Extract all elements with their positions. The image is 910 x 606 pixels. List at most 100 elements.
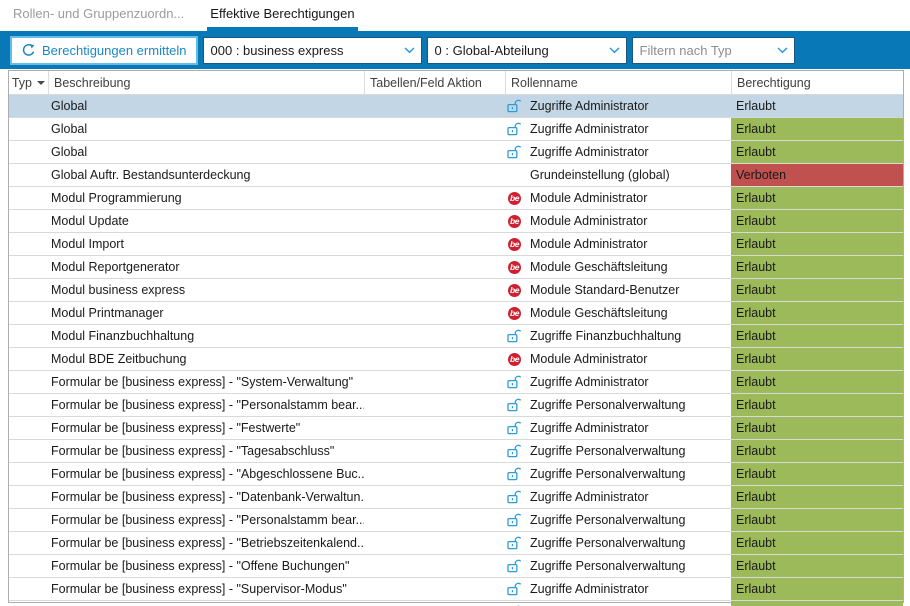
role-icon-slot: be	[507, 352, 522, 367]
table-row[interactable]: Modul Reportgenerator be Module Geschäft…	[9, 255, 903, 278]
role-icon-slot: be	[507, 191, 522, 206]
table-row[interactable]: Modul Programmierung be Module Administr…	[9, 186, 903, 209]
rollenname-text: Zugriffe Personalverwaltung	[530, 467, 686, 481]
determine-permissions-label: Berechtigungen ermitteln	[42, 42, 187, 58]
cell-tabellen-feld-aktion	[364, 187, 505, 209]
table-row[interactable]: Formular be [business express] - "Betrie…	[9, 531, 903, 554]
cell-rollenname: be Zugriffe Administrator	[505, 118, 731, 140]
table-row[interactable]: Formular be [business express] - "Offene…	[9, 554, 903, 577]
cell-rollenname: be Zugriffe Personalverwaltung	[505, 440, 731, 462]
filter-by-type-dropdown[interactable]: Filtern nach Typ	[631, 36, 795, 64]
cell-tabellen-feld-aktion	[364, 463, 505, 485]
cell-beschreibung: Modul Import	[51, 237, 124, 251]
cell-beschreibung: Global	[48, 95, 364, 117]
cell-rollenname: be Zugriffe Administrator	[505, 486, 731, 508]
cell-berechtigung: Erlaubt	[731, 95, 903, 117]
column-header-rollenname[interactable]: Rollenname	[505, 71, 731, 94]
role-icon-slot: be	[507, 582, 522, 597]
be-logo-icon: be	[508, 237, 521, 251]
rollenname-text: Zugriffe Personalverwaltung	[530, 444, 686, 458]
rollenname-text: Zugriffe Finanzbuchhaltung	[530, 329, 682, 343]
table-row[interactable]: Formular be [business express] - "Datenb…	[9, 485, 903, 508]
tab-effektive-berechtigungen[interactable]: Effektive Berechtigungen	[207, 0, 358, 31]
table-row[interactable]: Formular be [business express] - "Superv…	[9, 577, 903, 600]
table-row[interactable]: Formular be [business express] - "Person…	[9, 508, 903, 531]
open-lock-icon	[507, 329, 522, 343]
tab-rollen-gruppenzuordnung[interactable]: Rollen- und Gruppenzuordn...	[13, 6, 185, 21]
open-lock-icon	[507, 122, 522, 136]
column-header-beschreibung[interactable]: Beschreibung	[48, 71, 364, 94]
rollenname-text: Zugriffe Administrator	[530, 99, 649, 113]
table-row[interactable]: Global Auftr. Bestandsunterdeckung be Gr…	[9, 163, 903, 186]
cell-tabellen-feld-aktion	[364, 486, 505, 508]
table-row[interactable]: Global be Zugriffe Administrator Erlaubt	[9, 94, 903, 117]
role-icon-slot: be	[507, 398, 522, 413]
rollenname-text: Zugriffe Administrator	[530, 582, 649, 596]
role-icon-slot: be	[507, 467, 522, 482]
table-row[interactable]: Global be Zugriffe Administrator Erlaubt	[9, 140, 903, 163]
cell-berechtigung: Erlaubt	[731, 256, 903, 278]
be-logo-icon: be	[508, 306, 521, 320]
role-icon-slot: be	[507, 536, 522, 551]
table-row[interactable]: Modul Import be Module Administrator Erl…	[9, 232, 903, 255]
column-header-typ-label: Typ	[11, 75, 32, 90]
cell-berechtigung: Erlaubt	[731, 371, 903, 393]
filter-by-type-placeholder: Filtern nach Typ	[639, 42, 732, 58]
cell-tabellen-feld-aktion	[364, 141, 505, 163]
table-row[interactable]: Global be Zugriffe Administrator Erlaubt	[9, 117, 903, 140]
rollenname-text: Module Geschäftsleitung	[530, 306, 668, 320]
cell-typ	[9, 302, 48, 324]
cell-berechtigung: Erlaubt	[731, 463, 903, 485]
table-row[interactable]: Formular be [business express] - "Abgesc…	[9, 462, 903, 485]
cell-beschreibung: Modul BDE Zeitbuchung	[51, 352, 187, 366]
client-dropdown[interactable]: 000 : business express	[202, 36, 422, 64]
open-lock-icon	[507, 536, 522, 550]
role-icon-slot: be	[507, 214, 522, 229]
table-row[interactable]: Modul Printmanager be Module Geschäftsle…	[9, 301, 903, 324]
cell-rollenname: be Module Administrator	[505, 210, 731, 232]
cell-tabellen-feld-aktion	[364, 417, 505, 439]
cell-berechtigung: Erlaubt	[731, 555, 903, 577]
table-row[interactable]: Formular be [business express] - "System…	[9, 370, 903, 393]
column-header-typ[interactable]: Typ	[9, 71, 48, 94]
cell-beschreibung: Modul business express	[51, 283, 186, 297]
cell-typ	[9, 164, 48, 186]
cell-typ	[9, 233, 48, 255]
role-icon-slot: be	[507, 145, 522, 160]
cell-rollenname: be Module Administrator	[505, 187, 731, 209]
table-row[interactable]: Formular be [business express] - "Person…	[9, 393, 903, 416]
table-row[interactable]: Modul Finanzbuchhaltung be Zugriffe Fina…	[9, 324, 903, 347]
role-icon-slot: be	[507, 122, 522, 137]
column-header-berechtigung[interactable]: Berechtigung	[731, 71, 903, 94]
cell-typ	[9, 256, 48, 278]
cell-berechtigung: Erlaubt	[731, 187, 903, 209]
cell-typ	[9, 417, 48, 439]
open-lock-icon	[507, 99, 522, 113]
cell-rollenname: be Zugriffe Personalverwaltung	[505, 532, 731, 554]
role-icon-slot: be	[507, 329, 522, 344]
table-row[interactable]: Modul business express be Module Standar…	[9, 278, 903, 301]
role-icon-slot: be	[507, 306, 522, 321]
rollenname-text: Grundeinstellung (global)	[530, 168, 670, 182]
chevron-down-icon	[404, 46, 415, 53]
table-row[interactable]: Formular be [business express] - "Tagesa…	[9, 439, 903, 462]
determine-permissions-button[interactable]: Berechtigungen ermitteln	[10, 35, 198, 65]
table-row[interactable]: Formular be [business express] - "Feiert…	[9, 600, 903, 606]
cell-typ	[9, 486, 48, 508]
department-dropdown[interactable]: 0 : Global-Abteilung	[426, 36, 627, 64]
cell-tabellen-feld-aktion	[364, 164, 505, 186]
cell-beschreibung: Formular be [business express] - "Betrie…	[51, 536, 364, 550]
chevron-down-icon	[609, 46, 620, 53]
table-row[interactable]: Modul BDE Zeitbuchung be Module Administ…	[9, 347, 903, 370]
table-row[interactable]: Formular be [business express] - "Festwe…	[9, 416, 903, 439]
sort-desc-icon	[37, 80, 45, 85]
cell-typ	[9, 95, 48, 117]
rollenname-text: Zugriffe Personalverwaltung	[530, 398, 686, 412]
column-header-tabellen-feld-aktion[interactable]: Tabellen/Feld Aktion	[364, 71, 505, 94]
cell-berechtigung: Erlaubt	[731, 578, 903, 600]
table-row[interactable]: Modul Update be Module Administrator Erl…	[9, 209, 903, 232]
cell-typ	[9, 348, 48, 370]
role-icon-slot: be	[507, 559, 522, 574]
cell-beschreibung: Formular be [business express] - "Superv…	[51, 582, 347, 596]
cell-berechtigung: Erlaubt	[731, 279, 903, 301]
